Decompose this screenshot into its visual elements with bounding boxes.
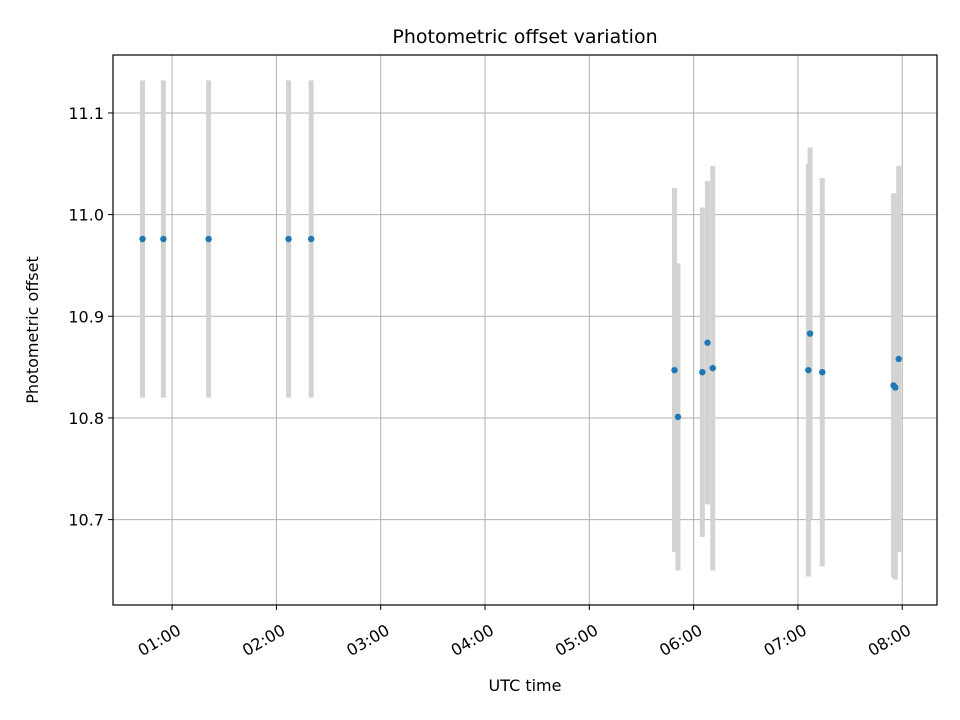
grid-layer bbox=[113, 55, 937, 605]
data-point bbox=[671, 366, 678, 374]
y-tick-label: 11.1 bbox=[68, 104, 104, 123]
data-point bbox=[139, 235, 146, 243]
data-point bbox=[205, 235, 212, 243]
data-point bbox=[819, 368, 826, 376]
data-point bbox=[704, 339, 711, 346]
data-point bbox=[699, 368, 706, 376]
y-tick-label: 10.7 bbox=[68, 511, 104, 530]
data-point bbox=[285, 235, 292, 243]
data-point bbox=[806, 330, 814, 337]
x-axis-label: UTC time bbox=[489, 676, 562, 695]
y-tick-label: 10.9 bbox=[68, 307, 104, 326]
y-tick-label: 11.0 bbox=[68, 206, 104, 225]
data-point bbox=[892, 384, 899, 391]
point-layer bbox=[139, 235, 902, 421]
y-tick-label: 10.8 bbox=[68, 409, 104, 428]
y-axis-label: Photometric offset bbox=[23, 256, 42, 404]
chart-title: Photometric offset variation bbox=[392, 26, 657, 48]
data-point bbox=[307, 235, 315, 243]
data-point bbox=[674, 413, 682, 421]
data-point bbox=[709, 364, 716, 372]
data-point bbox=[805, 366, 812, 374]
data-point bbox=[160, 235, 167, 243]
data-point bbox=[895, 355, 902, 363]
plot-frame bbox=[112, 54, 938, 606]
